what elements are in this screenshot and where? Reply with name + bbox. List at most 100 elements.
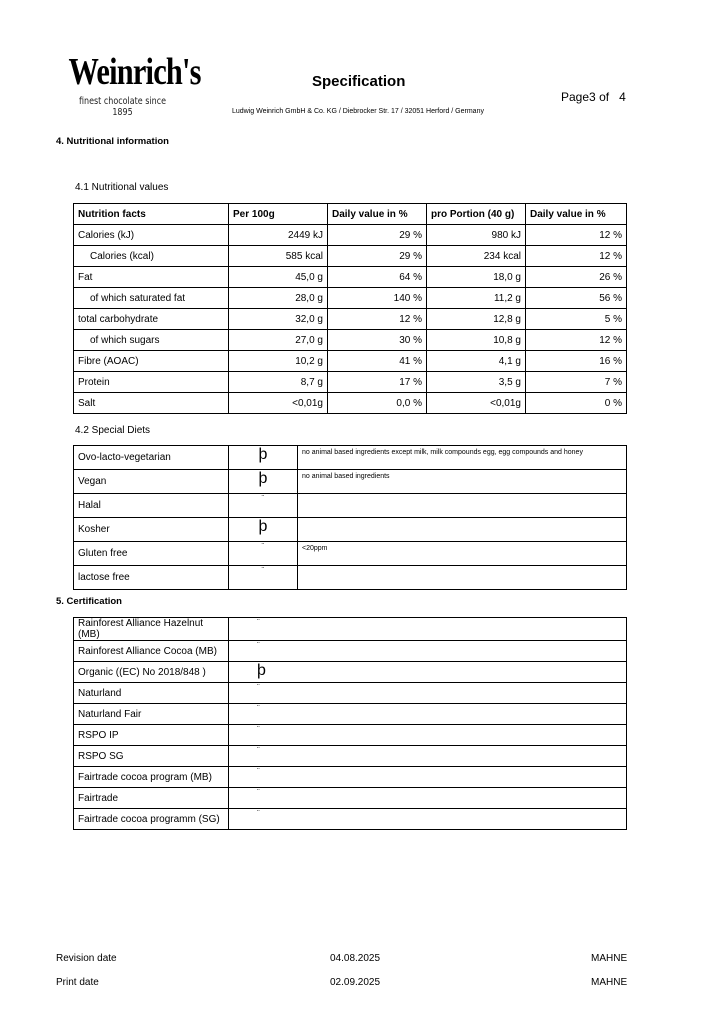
nutrient-value: 64 % <box>327 266 427 288</box>
revision-date: 04.08.2025 <box>330 953 381 964</box>
diet-row: Ovo-lacto-vegetarian þ no animal based ing… <box>73 445 627 470</box>
nutrient-value: 980 kJ <box>426 224 526 246</box>
unchecked-box-icon: ¨ <box>228 787 627 809</box>
certification-label: Organic ((EC) No 2018/848 ) <box>73 661 229 683</box>
certification-label: Fairtrade <box>73 787 229 809</box>
nutrient-value: 45,0 g <box>228 266 328 288</box>
certification-row: RSPO IP ¨ <box>73 724 627 746</box>
nutrient-value: 585 kcal <box>228 245 328 267</box>
nutrition-row: Calories (kJ) 2449 kJ 29 % 980 kJ 12 % <box>73 224 627 246</box>
column-header: Per 100g <box>228 203 328 225</box>
diet-note: no animal based ingredients except milk,… <box>297 445 627 470</box>
nutrition-table: Nutrition facts Per 100g Daily value in % p… <box>73 203 627 414</box>
checked-box-icon: þ <box>228 661 627 683</box>
certification-row: Fairtrade cocoa program (MB) ¨ <box>73 766 627 788</box>
nutrient-name: total carbohydrate <box>73 308 229 330</box>
nutrient-value: 16 % <box>525 350 627 372</box>
nutrition-row: Fibre (AOAC) 10,2 g 41 % 4,1 g 16 % <box>73 350 627 372</box>
diet-row: Halal ¨ <box>73 493 627 518</box>
unchecked-box-icon: ¨ <box>228 766 627 788</box>
diet-row: lactose free ¨ <box>73 565 627 590</box>
diet-label: Gluten free <box>73 541 229 566</box>
nutrient-value: 41 % <box>327 350 427 372</box>
nutrient-name: Salt <box>73 392 229 414</box>
diet-note <box>297 517 627 542</box>
nutrient-value: 140 % <box>327 287 427 309</box>
logo-tagline: finest chocolate since 1895 <box>78 96 167 118</box>
nutrient-value: 234 kcal <box>426 245 526 267</box>
nutrient-value: 29 % <box>327 245 427 267</box>
nutrient-value: 2449 kJ <box>228 224 328 246</box>
nutrient-name: Calories (kcal) <box>73 245 229 267</box>
nutrient-name: of which sugars <box>73 329 229 351</box>
nutrient-value: 32,0 g <box>228 308 328 330</box>
nutrient-value: 3,5 g <box>426 371 526 393</box>
nutrient-value: 5 % <box>525 308 627 330</box>
nutrient-value: 17 % <box>327 371 427 393</box>
page-total: 4 <box>619 90 626 104</box>
nutrient-value: 27,0 g <box>228 329 328 351</box>
diet-label: lactose free <box>73 565 229 590</box>
certification-label: Rainforest Alliance Hazelnut (MB) <box>73 617 229 641</box>
company-logo: Weinrich's finest chocolate since 1895 <box>55 52 202 118</box>
section-5-title: 5. Certification <box>56 596 122 607</box>
nutrient-value: 10,2 g <box>228 350 328 372</box>
certification-row: Naturland Fair ¨ <box>73 703 627 725</box>
nutritional-values-title: 4.1 Nutritional values <box>75 182 169 193</box>
nutrient-value: 28,0 g <box>228 287 328 309</box>
unchecked-box-icon: ¨ <box>228 682 627 704</box>
checked-box-icon: þ <box>228 517 298 542</box>
nutrient-value: 56 % <box>525 287 627 309</box>
revision-date-label: Revision date <box>56 953 117 964</box>
nutrient-value: 11,2 g <box>426 287 526 309</box>
certification-label: Rainforest Alliance Cocoa (MB) <box>73 640 229 662</box>
page-indicator: Page3 of 4 <box>561 90 626 104</box>
nutrition-row: Calories (kcal) 585 kcal 29 % 234 kcal 12 % <box>73 245 627 267</box>
nutrient-value: 8,7 g <box>228 371 328 393</box>
nutrient-value: 0,0 % <box>327 392 427 414</box>
certification-row: Fairtrade cocoa programm (SG) ¨ <box>73 808 627 830</box>
nutrient-value: 30 % <box>327 329 427 351</box>
company-address: Ludwig Weinrich GmbH & Co. KG / Diebrock… <box>232 108 484 115</box>
nutrient-name: Fat <box>73 266 229 288</box>
page-label: Page <box>561 90 590 104</box>
unchecked-box-icon: ¨ <box>228 640 627 662</box>
section-4-title: 4. Nutritional information <box>56 136 169 147</box>
unchecked-box-icon: ¨ <box>228 617 627 641</box>
unchecked-box-icon: ¨ <box>228 724 627 746</box>
certification-row: RSPO SG ¨ <box>73 745 627 767</box>
diet-note: <20ppm <box>297 541 627 566</box>
nutrient-value: 10,8 g <box>426 329 526 351</box>
document-title: Specification <box>312 73 406 90</box>
unchecked-box-icon: ¨ <box>228 541 298 566</box>
diet-label: Vegan <box>73 469 229 494</box>
nutrient-value: 12 % <box>525 245 627 267</box>
nutrient-value: 4,1 g <box>426 350 526 372</box>
checked-box-icon: þ <box>228 445 298 470</box>
special-diets-title: 4.2 Special Diets <box>75 425 151 436</box>
print-date: 02.09.2025 <box>330 977 381 988</box>
certification-label: Fairtrade cocoa program (MB) <box>73 766 229 788</box>
nutrient-value: 7 % <box>525 371 627 393</box>
certification-label: Naturland Fair <box>73 703 229 725</box>
diet-label: Ovo-lacto-vegetarian <box>73 445 229 470</box>
nutrient-name: Protein <box>73 371 229 393</box>
certification-row: Organic ((EC) No 2018/848 ) þ <box>73 661 627 683</box>
nutrient-name: of which saturated fat <box>73 287 229 309</box>
nutrient-value: 12 % <box>327 308 427 330</box>
diet-label: Halal <box>73 493 229 518</box>
nutrition-row: Fat 45,0 g 64 % 18,0 g 26 % <box>73 266 627 288</box>
certification-label: RSPO IP <box>73 724 229 746</box>
print-user: MAHNE <box>591 977 628 988</box>
unchecked-box-icon: ¨ <box>228 745 627 767</box>
nutrient-value: <0,01g <box>426 392 526 414</box>
revision-user: MAHNE <box>591 953 628 964</box>
nutrition-row: of which sugars 27,0 g 30 % 10,8 g 12 % <box>73 329 627 351</box>
nutrient-value: <0,01g <box>228 392 328 414</box>
unchecked-box-icon: ¨ <box>228 493 298 518</box>
diet-note <box>297 493 627 518</box>
diet-row: Kosher þ <box>73 517 627 542</box>
certification-row: Naturland ¨ <box>73 682 627 704</box>
